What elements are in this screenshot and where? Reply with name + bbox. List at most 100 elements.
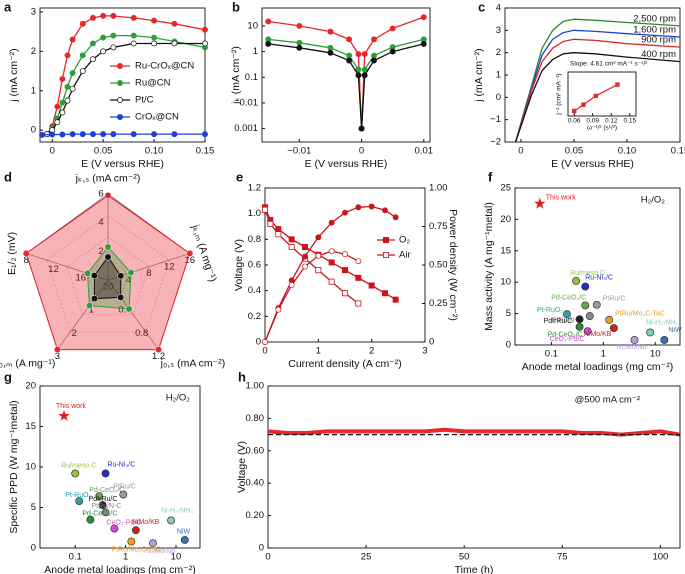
x-axis-label: Anode metal loadings (mg cm⁻²): [44, 564, 195, 574]
point: [288, 282, 295, 288]
radar-tick-label: 12: [48, 264, 59, 275]
point: [59, 131, 66, 138]
x-axis-label: Time (h): [455, 564, 494, 574]
point: [646, 328, 655, 337]
y2-tick-label: 0.25: [429, 298, 448, 309]
legend-label: Pt/C: [135, 95, 154, 106]
radar-tick-label: 2: [98, 246, 103, 257]
point: [302, 263, 308, 270]
y-tick-label: 20: [500, 214, 511, 225]
point-label: Ru-Ni₃/C: [108, 461, 136, 468]
point: [371, 52, 377, 59]
point: [296, 39, 303, 46]
radar-point: [117, 293, 125, 301]
point: [583, 327, 592, 336]
y-axis-label: j⁻¹ (cm² mA⁻¹): [556, 73, 563, 115]
x-tick-label: 0.10: [618, 146, 637, 157]
y2-tick-label: 0.50: [429, 260, 448, 271]
point-label: Pd-CeO₂/C: [82, 510, 117, 517]
y-tick-label: 0.20: [246, 510, 265, 521]
x-tick-label: 3: [422, 346, 427, 357]
point-label: PdIrRu/C: [544, 318, 573, 325]
x-tick-label: 0.10: [145, 146, 164, 157]
annotation: H₂/O₂: [641, 195, 666, 206]
point: [98, 501, 107, 510]
point: [69, 131, 76, 138]
radar-area: [93, 256, 122, 300]
point-label: NiMo/KB: [132, 519, 160, 526]
x-tick-label: 0.09: [586, 118, 599, 125]
point: [382, 251, 389, 258]
point: [346, 57, 353, 64]
y-tick-label: 1.0: [248, 208, 261, 219]
panel-letter: a: [4, 0, 12, 14]
point: [302, 253, 308, 260]
point: [371, 57, 377, 64]
x-tick-label: 10: [650, 349, 661, 360]
y-tick-label: 10: [25, 462, 36, 473]
panel-letter: d: [4, 169, 12, 184]
point: [328, 219, 335, 226]
point: [101, 469, 110, 478]
point: [355, 51, 362, 58]
point: [79, 52, 86, 59]
point: [361, 51, 368, 58]
point: [660, 336, 669, 344]
y-tick-label: 4: [496, 3, 501, 14]
y-tick-label: 3: [31, 6, 36, 17]
x-axis-label: E (V versus RHE): [305, 158, 388, 170]
point: [110, 32, 117, 39]
x-tick-label: 100: [652, 552, 668, 563]
radar-area: [25, 194, 191, 351]
point: [585, 312, 594, 321]
point: [39, 131, 45, 138]
point: [327, 49, 334, 56]
point: [355, 258, 362, 265]
plot-frame: [261, 7, 431, 143]
radar-tick-label: 20: [103, 282, 114, 293]
point: [131, 526, 140, 535]
legend-label: Air: [399, 250, 411, 261]
annotation: Slope: 4.61 cm² mA⁻¹ s⁻¹/²: [570, 61, 648, 68]
radar-tick-label: 16: [185, 255, 196, 266]
point: [130, 131, 137, 138]
point: [202, 26, 208, 33]
panel-letter: h: [238, 369, 246, 384]
plot-frame: [514, 187, 681, 346]
y-tick-label: 0: [256, 337, 261, 348]
radar-point: [117, 272, 125, 280]
y-tick-label: 15: [25, 421, 36, 432]
radar-axis-label: jₖ,ₘ (A mg⁻¹): [189, 222, 219, 283]
point-label: PtRu/Mo₂C-TaC: [111, 546, 161, 553]
y-tick-label: 5: [506, 308, 511, 319]
radar-point: [127, 269, 135, 276]
y2-axis-label: Power density (W cm⁻²): [447, 209, 459, 321]
point: [382, 236, 389, 243]
point: [59, 109, 66, 116]
point: [79, 20, 86, 27]
radar-tick-label: 8: [24, 255, 29, 266]
point: [261, 206, 268, 213]
x-tick-label: 2: [369, 346, 374, 357]
x-tick-label: 75: [557, 552, 568, 563]
y-tick-label: 10: [247, 20, 258, 31]
point-label: This work: [546, 195, 576, 202]
point: [296, 22, 303, 29]
point: [341, 267, 348, 274]
point: [315, 267, 322, 274]
point: [575, 322, 584, 331]
y-tick-label: 1.2: [248, 183, 261, 194]
point: [151, 40, 158, 47]
point: [355, 72, 362, 79]
y-tick-label: 10: [500, 277, 511, 288]
radar-point: [104, 191, 112, 199]
point-label: NiMo/KB: [584, 331, 612, 338]
point: [58, 410, 70, 421]
y-tick-label: 0: [506, 340, 511, 351]
legend-label: O₂: [399, 235, 410, 246]
point: [534, 197, 546, 209]
point: [581, 282, 590, 291]
point-label: NiW: [668, 327, 682, 334]
radar-tick-label: 0.8: [135, 328, 148, 339]
y-tick-label: −2: [490, 137, 501, 148]
